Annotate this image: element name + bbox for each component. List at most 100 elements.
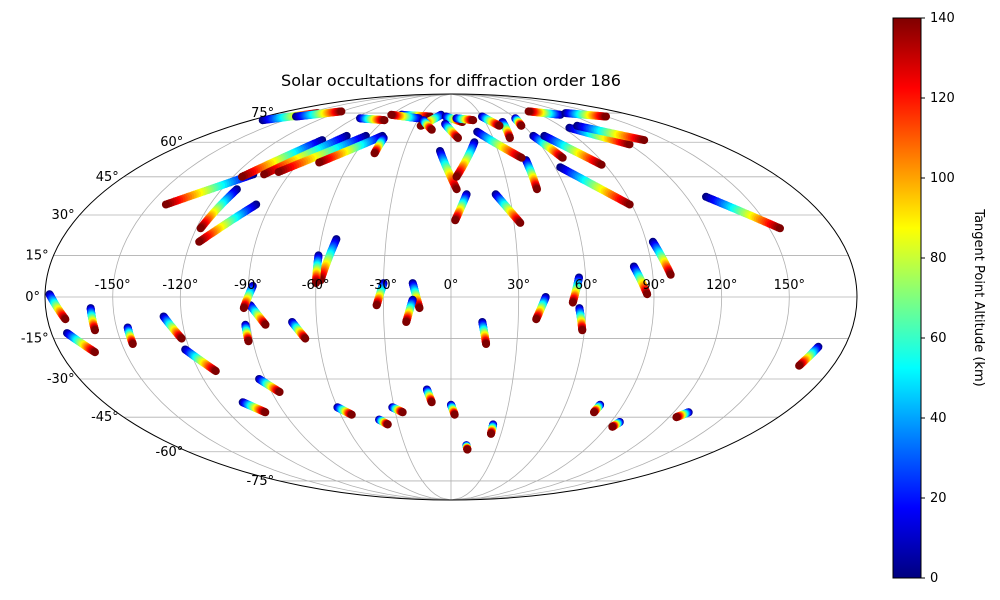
track-point [482, 340, 491, 348]
track-point [244, 337, 253, 346]
occultation-track [702, 192, 784, 233]
occultation-track [356, 114, 389, 125]
track-point [558, 153, 567, 162]
occultation-track [532, 293, 550, 324]
occultation-track [436, 147, 461, 194]
occultation-track [387, 110, 423, 123]
colorbar-label: Tangent Point Altitude (km) [971, 208, 986, 386]
map-boundary [44, 93, 858, 501]
track-point [261, 408, 270, 417]
track-point [387, 110, 396, 119]
track-point [195, 237, 204, 246]
track-point [347, 410, 356, 419]
track-point [312, 279, 320, 288]
occultation-tracks [45, 107, 823, 454]
track-point [495, 121, 504, 130]
track-point [196, 224, 205, 233]
occultation-track [487, 420, 498, 438]
occultation-track [491, 190, 525, 227]
track-point [524, 107, 533, 116]
occultation-track [370, 134, 388, 158]
occultation-track [239, 281, 257, 313]
occultation-track [86, 304, 99, 335]
occultation-track [573, 121, 649, 145]
occultation-track [561, 109, 610, 121]
track-point [315, 158, 324, 167]
chart-title: Solar occultations for diffraction order… [281, 71, 621, 90]
colorbar-tick-label: 20 [930, 491, 947, 506]
track-point [370, 149, 379, 158]
track-point [532, 315, 541, 324]
track-point [625, 140, 634, 149]
track-point [380, 116, 389, 125]
latitude-tick-label: -15° [21, 332, 49, 347]
colorbar-tick-label: 80 [930, 251, 947, 266]
latitude-tick-label: 30° [52, 208, 75, 223]
track-point [211, 367, 220, 376]
track-point [451, 216, 460, 225]
latitude-tick-label: 75° [251, 106, 274, 121]
track-point [640, 136, 649, 145]
track-point [597, 160, 606, 169]
track-point [625, 200, 634, 209]
occultation-track [452, 114, 478, 125]
track-point [463, 445, 472, 454]
latitude-tick-label: -45° [91, 410, 119, 425]
occultation-track [123, 323, 137, 348]
track-point [578, 326, 587, 335]
occultation-track [422, 385, 436, 407]
occultation-track [522, 156, 541, 194]
longitude-tick-label: 60° [575, 278, 598, 293]
track-point [91, 326, 99, 335]
occultation-track [408, 279, 424, 313]
occultation-track [473, 127, 526, 162]
track-point [238, 172, 246, 181]
occultation-track [312, 251, 323, 288]
track-point [402, 318, 411, 326]
longitude-gridline [112, 94, 452, 500]
longitude-tick-label: 150° [774, 278, 805, 293]
occultation-track [462, 441, 472, 454]
colorbar-ticks: 0 20 40 60 80 100 120 140 [921, 11, 955, 586]
track-point [533, 185, 541, 194]
track-point [666, 270, 675, 279]
occultation-track [372, 279, 388, 310]
track-point [454, 134, 462, 142]
track-point [776, 224, 784, 233]
track-point [275, 388, 284, 396]
occultation-track [196, 185, 241, 233]
longitude-tick-label: -90° [234, 278, 262, 293]
occultation-track [478, 318, 491, 348]
occultation-track [255, 375, 284, 396]
map-grid [45, 94, 857, 500]
longitude-tick-label: -60° [302, 278, 330, 293]
track-point [337, 107, 346, 116]
occultation-track [575, 304, 587, 335]
colorbar-tick-label: 120 [930, 91, 955, 106]
track-point [261, 320, 270, 329]
occultation-track [648, 237, 675, 279]
occultation-track [441, 119, 462, 142]
occultation-track [161, 170, 258, 209]
colorbar-tick-label: 0 [930, 571, 938, 586]
occultation-track [45, 290, 70, 324]
track-point [672, 413, 681, 422]
track-point [177, 334, 186, 343]
occultation-track [524, 107, 565, 119]
occultation-track [292, 107, 346, 121]
occultation-track [419, 116, 436, 134]
occultation-track [795, 342, 823, 370]
occultation-track [288, 318, 310, 343]
track-point [301, 334, 310, 343]
track-point [452, 172, 461, 181]
track-point [568, 298, 577, 307]
occultation-track [498, 118, 514, 142]
track-point [415, 304, 424, 313]
track-point [487, 429, 495, 438]
track-point [590, 408, 598, 417]
longitude-tick-label: 30° [507, 278, 530, 293]
occultation-track [375, 415, 392, 429]
occultation-track [447, 400, 459, 419]
track-point [161, 200, 170, 209]
longitude-gridline [382, 94, 452, 500]
